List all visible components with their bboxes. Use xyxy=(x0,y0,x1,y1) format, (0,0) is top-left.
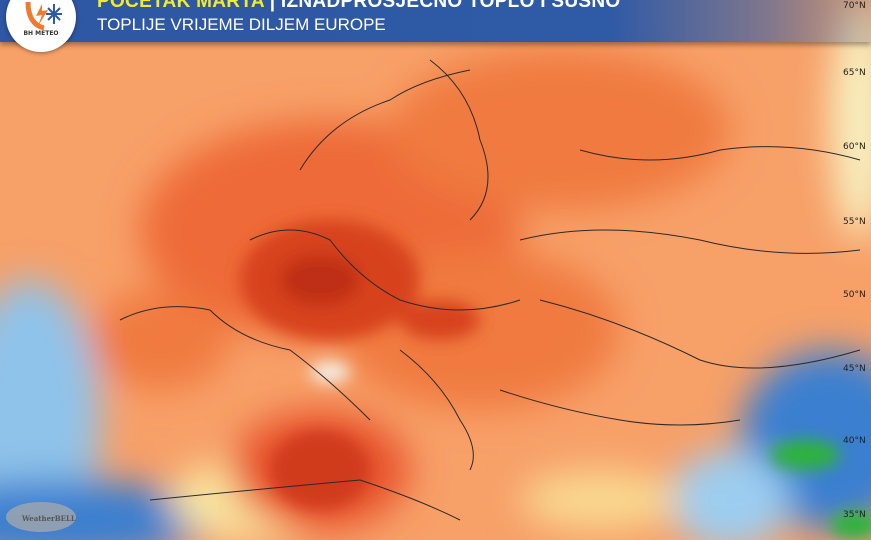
page-subtitle: TOPLIJE VRIJEME DILJEM EUROPE xyxy=(97,15,386,34)
weatherbell-watermark: WeatherBELL xyxy=(6,502,76,532)
page-title: POČETAK MARTA | IZNADPROSJEČNO TOPLO I S… xyxy=(97,0,620,13)
latitude-label: 35°N xyxy=(843,510,866,520)
header-banner: POČETAK MARTA | IZNADPROSJEČNO TOPLO I S… xyxy=(0,0,871,42)
latitude-label: 65°N xyxy=(843,68,866,78)
latitude-label: 40°N xyxy=(843,436,866,446)
latitude-label: 70°N xyxy=(843,1,866,11)
latitude-label: 60°N xyxy=(843,142,866,152)
latitude-label: 50°N xyxy=(843,290,866,300)
latitude-label: 45°N xyxy=(843,364,866,374)
title-highlight: POČETAK MARTA xyxy=(97,0,265,12)
watermark-text: WeatherBELL xyxy=(22,514,76,523)
title-rest: | IZNADPROSJEČNO TOPLO I SUŠNO xyxy=(264,0,621,12)
logo-text: BH METEO xyxy=(23,30,59,37)
flame-snowflake-icon xyxy=(25,1,62,31)
latitude-label: 55°N xyxy=(843,217,866,227)
